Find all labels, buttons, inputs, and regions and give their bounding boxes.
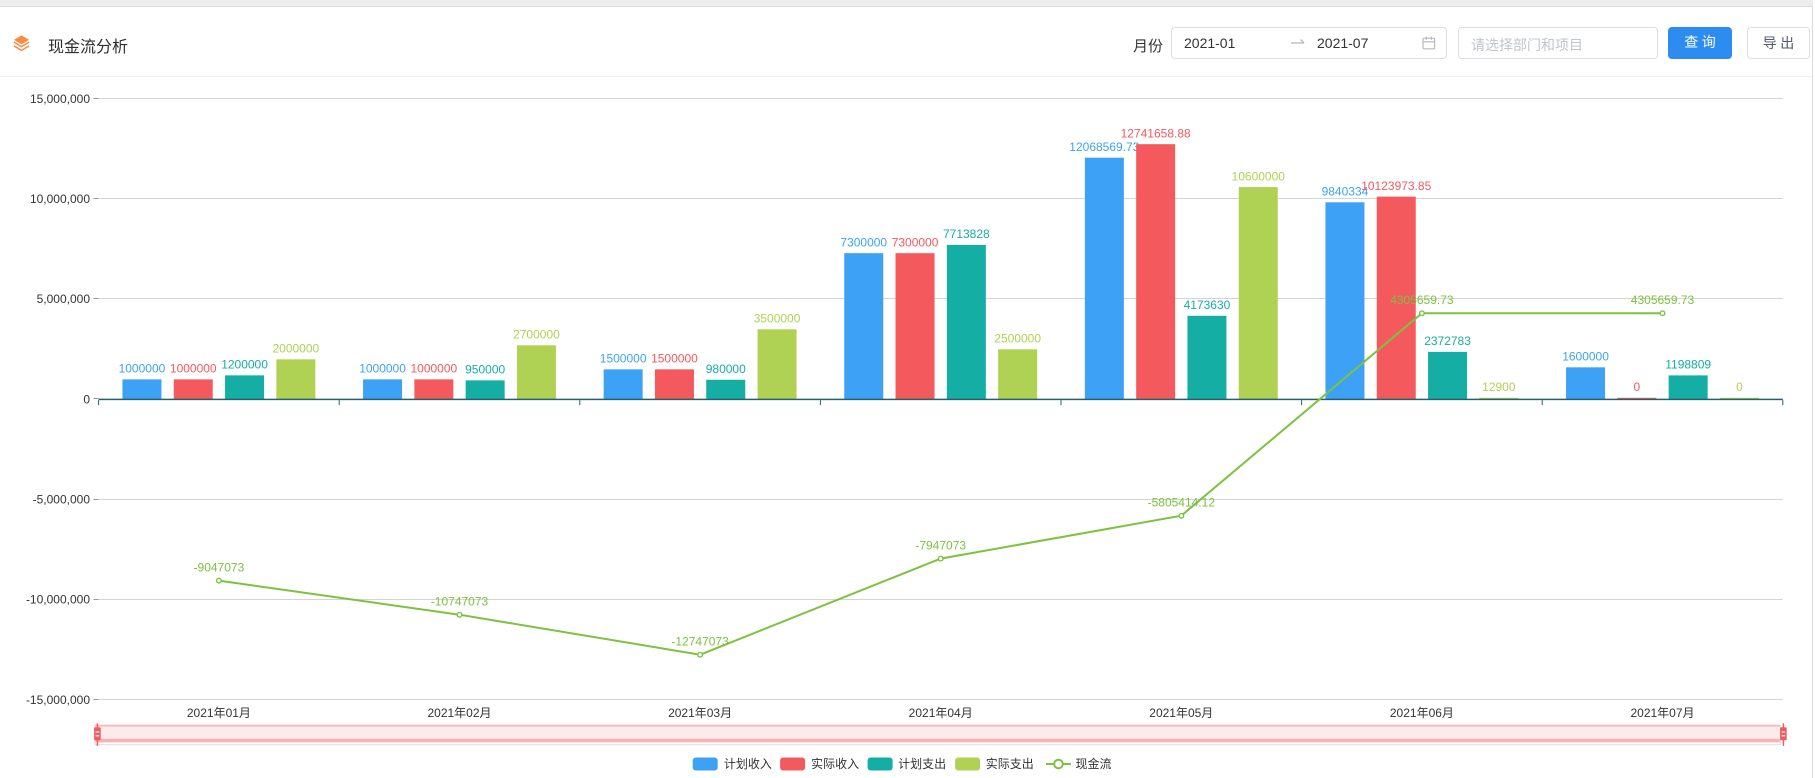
svg-text:1198809: 1198809 <box>1665 358 1711 372</box>
svg-text:12068569.73: 12068569.73 <box>1069 140 1139 154</box>
svg-text:7300000: 7300000 <box>892 235 939 249</box>
svg-text:2000000: 2000000 <box>272 342 319 356</box>
svg-text:15,000,000: 15,000,000 <box>30 92 90 106</box>
svg-text:0: 0 <box>1634 380 1641 394</box>
svg-text:1200000: 1200000 <box>221 358 268 372</box>
svg-text:2021年02月: 2021年02月 <box>427 706 491 720</box>
svg-text:9840334: 9840334 <box>1322 185 1369 199</box>
svg-text:10,000,000: 10,000,000 <box>30 192 90 206</box>
svg-text:-10747073: -10747073 <box>431 594 489 608</box>
svg-text:0: 0 <box>83 392 90 406</box>
svg-text:-5805414.12: -5805414.12 <box>1148 495 1216 509</box>
svg-text:-5,000,000: -5,000,000 <box>33 493 91 507</box>
svg-text:12741658.88: 12741658.88 <box>1121 126 1191 140</box>
svg-text:-9047073: -9047073 <box>194 560 245 574</box>
svg-text:2021年05月: 2021年05月 <box>1149 706 1213 720</box>
svg-text:实际收入: 实际收入 <box>811 756 859 771</box>
svg-text:0: 0 <box>1736 380 1743 394</box>
svg-text:2021年01月: 2021年01月 <box>187 706 251 720</box>
svg-text:2021年06月: 2021年06月 <box>1390 706 1454 720</box>
svg-text:4173630: 4173630 <box>1184 298 1231 312</box>
svg-text:实际支出: 实际支出 <box>986 756 1034 771</box>
svg-text:7713828: 7713828 <box>943 227 990 241</box>
svg-text:2021年03月: 2021年03月 <box>668 706 732 720</box>
svg-text:10123973.85: 10123973.85 <box>1361 179 1431 193</box>
svg-text:计划收入: 计划收入 <box>724 757 772 771</box>
svg-text:1600000: 1600000 <box>1562 350 1609 364</box>
svg-text:12900: 12900 <box>1482 380 1516 394</box>
svg-text:-12747073: -12747073 <box>671 634 729 648</box>
svg-text:现金流: 现金流 <box>1076 756 1112 771</box>
svg-text:2700000: 2700000 <box>513 328 560 342</box>
svg-text:1500000: 1500000 <box>600 352 647 366</box>
svg-text:2021年04月: 2021年04月 <box>909 706 973 720</box>
svg-text:2500000: 2500000 <box>994 332 1041 346</box>
svg-text:-15,000,000: -15,000,000 <box>26 693 90 707</box>
svg-text:1000000: 1000000 <box>170 362 217 376</box>
svg-text:1000000: 1000000 <box>410 362 457 376</box>
svg-text:2021年07月: 2021年07月 <box>1630 706 1694 720</box>
svg-text:-7947073: -7947073 <box>915 538 966 552</box>
svg-text:3500000: 3500000 <box>754 311 801 325</box>
svg-text:2372783: 2372783 <box>1424 334 1471 348</box>
svg-text:-10,000,000: -10,000,000 <box>26 593 90 607</box>
svg-text:计划支出: 计划支出 <box>898 757 946 771</box>
svg-text:5,000,000: 5,000,000 <box>37 292 91 306</box>
svg-text:7300000: 7300000 <box>840 235 887 249</box>
svg-text:1000000: 1000000 <box>119 362 166 376</box>
svg-text:1500000: 1500000 <box>651 352 698 366</box>
svg-text:1000000: 1000000 <box>359 362 406 376</box>
svg-text:950000: 950000 <box>465 363 505 377</box>
svg-text:4305659.73: 4305659.73 <box>1631 293 1695 307</box>
svg-text:10600000: 10600000 <box>1232 169 1286 183</box>
svg-text:980000: 980000 <box>706 362 746 376</box>
svg-text:4305659.73: 4305659.73 <box>1390 293 1454 307</box>
